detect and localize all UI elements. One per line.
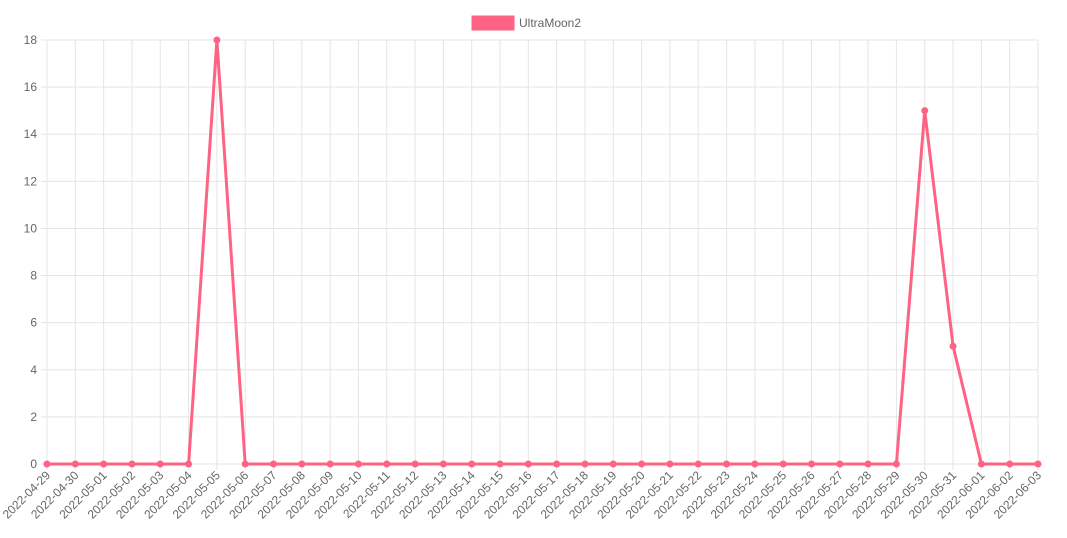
data-point[interactable] <box>892 460 900 468</box>
y-tick-label: 14 <box>24 127 38 141</box>
chart-series <box>43 36 1042 468</box>
data-point[interactable] <box>326 460 334 468</box>
data-point[interactable] <box>43 460 51 468</box>
data-point[interactable] <box>496 460 504 468</box>
data-point[interactable] <box>270 460 278 468</box>
data-point[interactable] <box>723 460 731 468</box>
y-tick-label: 2 <box>30 410 37 424</box>
legend-label[interactable]: UltraMoon2 <box>519 16 581 30</box>
y-tick-label: 12 <box>24 174 38 188</box>
y-tick-label: 8 <box>30 269 37 283</box>
data-point[interactable] <box>241 460 249 468</box>
data-point[interactable] <box>128 460 136 468</box>
data-point[interactable] <box>751 460 759 468</box>
data-point[interactable] <box>100 460 108 468</box>
data-point[interactable] <box>213 36 221 44</box>
data-point[interactable] <box>949 342 957 350</box>
y-tick-label: 10 <box>24 221 38 235</box>
data-point[interactable] <box>468 460 476 468</box>
data-point[interactable] <box>836 460 844 468</box>
data-point[interactable] <box>779 460 787 468</box>
y-tick-label: 16 <box>24 80 38 94</box>
y-tick-label: 6 <box>30 316 37 330</box>
data-point[interactable] <box>921 107 929 115</box>
data-point[interactable] <box>694 460 702 468</box>
data-point[interactable] <box>298 460 306 468</box>
y-tick-label: 0 <box>30 457 37 471</box>
data-point[interactable] <box>439 460 447 468</box>
legend-swatch[interactable] <box>471 15 515 31</box>
data-point[interactable] <box>1034 460 1042 468</box>
data-point[interactable] <box>581 460 589 468</box>
data-point[interactable] <box>185 460 193 468</box>
data-point[interactable] <box>638 460 646 468</box>
y-tick-label: 4 <box>30 363 37 377</box>
data-point[interactable] <box>411 460 419 468</box>
chart-grid <box>41 39 1039 470</box>
data-point[interactable] <box>864 460 872 468</box>
y-tick-label: 18 <box>24 33 38 47</box>
data-point[interactable] <box>553 460 561 468</box>
data-point[interactable] <box>807 460 815 468</box>
chart-legend[interactable]: UltraMoon2 <box>471 15 581 31</box>
data-point[interactable] <box>609 460 617 468</box>
data-point[interactable] <box>666 460 674 468</box>
x-axis: 2022-04-292022-04-302022-05-012022-05-02… <box>0 468 1044 522</box>
data-point[interactable] <box>524 460 532 468</box>
data-point[interactable] <box>71 460 79 468</box>
data-point[interactable] <box>354 460 362 468</box>
data-point[interactable] <box>156 460 164 468</box>
y-axis: 0 2 4 6 8 10 12 14 16 18 <box>24 33 38 471</box>
data-point[interactable] <box>383 460 391 468</box>
data-point[interactable] <box>977 460 985 468</box>
series-line <box>47 38 1038 466</box>
data-point[interactable] <box>1006 460 1014 468</box>
